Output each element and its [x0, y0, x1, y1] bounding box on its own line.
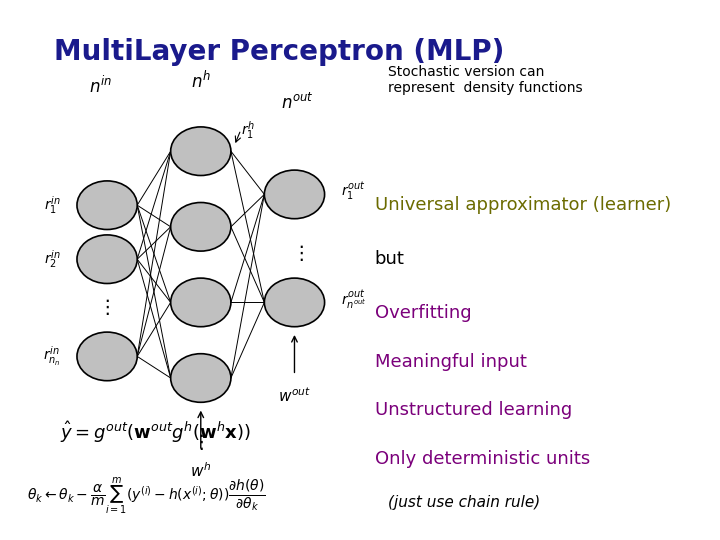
Text: ⋮: ⋮ — [292, 244, 311, 264]
Text: $w^h$: $w^h$ — [190, 462, 212, 481]
Text: Universal approximator (learner): Universal approximator (learner) — [375, 196, 671, 214]
Text: $n^{out}$: $n^{out}$ — [282, 93, 314, 113]
Circle shape — [171, 202, 231, 251]
Circle shape — [264, 170, 325, 219]
Text: Overfitting: Overfitting — [375, 304, 472, 322]
Circle shape — [77, 332, 138, 381]
Circle shape — [77, 181, 138, 230]
Text: $r_1^{in}$: $r_1^{in}$ — [43, 194, 60, 216]
Text: $\hat{y} = g^{out}(\mathbf{w}^{out}g^h(\mathbf{w}^h\mathbf{x}))$: $\hat{y} = g^{out}(\mathbf{w}^{out}g^h(\… — [60, 420, 251, 444]
Text: $n^{in}$: $n^{in}$ — [89, 76, 112, 97]
Text: $\theta_k \leftarrow \theta_k - \dfrac{\alpha}{m}\sum_{i=1}^{m}(y^{(i)} - h(x^{(: $\theta_k \leftarrow \theta_k - \dfrac{\… — [27, 476, 266, 517]
Text: but: but — [375, 250, 405, 268]
Text: $n^h$: $n^h$ — [191, 71, 211, 92]
Circle shape — [77, 235, 138, 284]
Text: (just use chain rule): (just use chain rule) — [388, 495, 541, 510]
Text: Unstructured learning: Unstructured learning — [375, 401, 572, 420]
Text: ⋮: ⋮ — [191, 433, 210, 453]
Text: $r_{n^{out}}^{out}$: $r_{n^{out}}^{out}$ — [341, 288, 367, 311]
Text: $r_1^h$: $r_1^h$ — [241, 119, 255, 140]
Circle shape — [171, 127, 231, 176]
Text: $w^{out}$: $w^{out}$ — [278, 386, 311, 405]
Circle shape — [264, 278, 325, 327]
Text: $r_{n_n}^{in}$: $r_{n_n}^{in}$ — [42, 345, 60, 368]
Circle shape — [171, 278, 231, 327]
Text: Stochastic version can
represent  density functions: Stochastic version can represent density… — [388, 65, 582, 95]
Text: $r_2^{in}$: $r_2^{in}$ — [43, 248, 60, 270]
Text: MultiLayer Perceptron (MLP): MultiLayer Perceptron (MLP) — [53, 38, 504, 66]
Text: Only deterministic units: Only deterministic units — [375, 450, 590, 468]
Text: $r_1^{out}$: $r_1^{out}$ — [341, 181, 366, 202]
Circle shape — [171, 354, 231, 402]
Text: Meaningful input: Meaningful input — [375, 353, 526, 371]
Text: ⋮: ⋮ — [97, 298, 117, 318]
